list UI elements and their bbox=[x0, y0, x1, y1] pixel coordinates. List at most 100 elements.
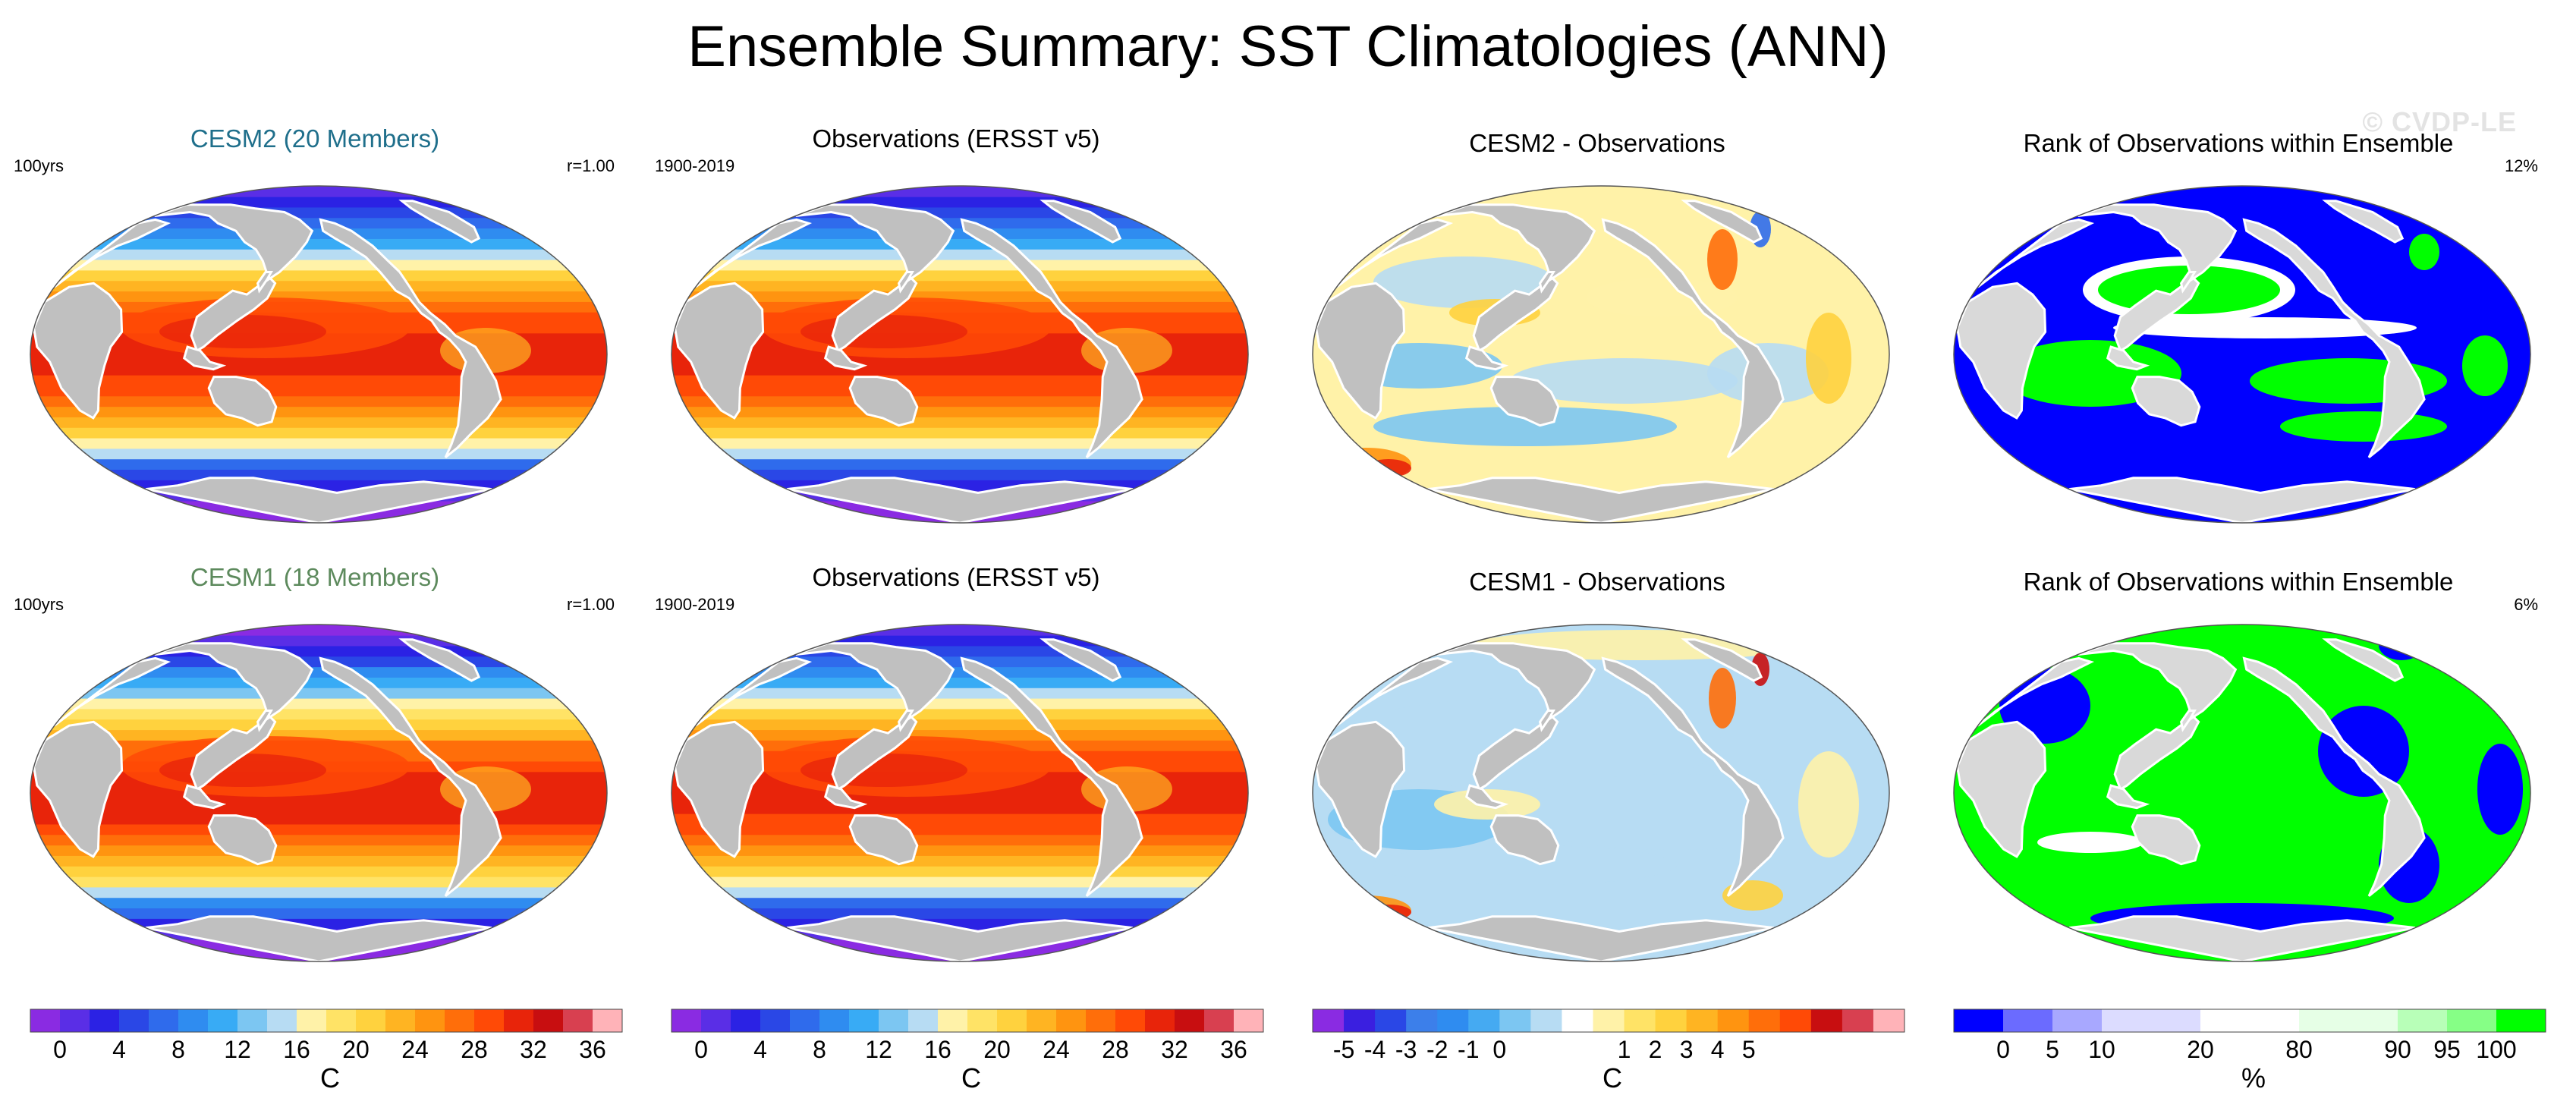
warm-pool-core bbox=[159, 315, 326, 348]
sst-band bbox=[672, 698, 1248, 710]
percent-label: 12% bbox=[2504, 156, 2538, 175]
colorbar-swatch bbox=[1115, 1009, 1146, 1032]
pattern-correlation-label: r=1.00 bbox=[567, 595, 615, 614]
figure-title: Ensemble Summary: SST Climatologies (ANN… bbox=[687, 14, 1889, 79]
colorbar-swatch bbox=[1954, 1009, 2004, 1032]
sst-band bbox=[30, 719, 607, 732]
map-cesm1-sst bbox=[15, 624, 622, 971]
colorbar-swatch bbox=[879, 1009, 909, 1032]
sst-band bbox=[30, 238, 607, 250]
colorbar-swatch bbox=[30, 1009, 61, 1032]
colorbar-swatch bbox=[1175, 1009, 1205, 1032]
sst-band bbox=[672, 427, 1248, 439]
sst-band bbox=[30, 270, 607, 282]
colorbar-swatch bbox=[1748, 1009, 1781, 1032]
sst-band bbox=[30, 228, 607, 240]
colorbar-swatch bbox=[385, 1009, 416, 1032]
colorbar-swatch bbox=[1562, 1009, 1593, 1032]
colorbar-frame bbox=[30, 1009, 623, 1033]
land-eurasia_w bbox=[53, 656, 171, 727]
colorbar-swatch bbox=[1056, 1009, 1087, 1032]
colorbar-tick-label: 8 bbox=[171, 1036, 185, 1061]
colorbar-swatch bbox=[1842, 1009, 1874, 1032]
land-eurasia_w bbox=[1977, 218, 2095, 288]
sst-band bbox=[672, 417, 1248, 429]
colorbar-swatch bbox=[2200, 1009, 2250, 1032]
land-greenland bbox=[2322, 638, 2405, 682]
sst-band bbox=[672, 207, 1248, 219]
sst-band bbox=[672, 218, 1248, 230]
land-antarctica bbox=[145, 477, 492, 523]
sst-band bbox=[672, 730, 1248, 741]
colorbar-swatch bbox=[760, 1009, 791, 1032]
colorbar-swatch bbox=[504, 1009, 534, 1032]
colorbar-swatch bbox=[2003, 1009, 2053, 1032]
colorbar-swatch bbox=[2052, 1009, 2103, 1032]
colorbar-swatch bbox=[593, 1009, 623, 1032]
colorbar-tick-label: 0 bbox=[1996, 1036, 2010, 1061]
panel-title: Observations (ERSST v5) bbox=[812, 563, 1100, 591]
colorbar-swatch bbox=[2348, 1009, 2398, 1032]
colorbar-swatch bbox=[1593, 1009, 1625, 1032]
colorbar-tick-label: 36 bbox=[1220, 1036, 1247, 1061]
colorbar-swatch bbox=[908, 1009, 939, 1032]
colorbar-swatch bbox=[356, 1009, 386, 1032]
sst-band bbox=[30, 281, 607, 293]
sst-band bbox=[672, 281, 1248, 293]
sst-band bbox=[30, 375, 607, 387]
land-indonesia bbox=[182, 784, 227, 810]
land-eurasia_w bbox=[1335, 218, 1454, 288]
colorbar-tick-label: 4 bbox=[1711, 1036, 1725, 1061]
colorbar-swatch bbox=[1717, 1009, 1750, 1032]
colorbar-swatch bbox=[1499, 1009, 1531, 1032]
colorbar-swatch bbox=[849, 1009, 879, 1032]
land-japan bbox=[1538, 710, 1555, 732]
sst-band bbox=[30, 656, 607, 669]
colorbar-unit: % bbox=[2241, 1062, 2266, 1094]
sst-band bbox=[30, 803, 607, 815]
colorbar-swatch bbox=[1313, 1009, 1345, 1032]
sst-band bbox=[30, 688, 607, 700]
colorbar-tick-label: 12 bbox=[865, 1036, 892, 1061]
sst-band bbox=[30, 197, 607, 209]
colorbar-tick-label: -2 bbox=[1426, 1036, 1448, 1061]
sst-band bbox=[672, 270, 1248, 282]
colorbar-swatch bbox=[297, 1009, 327, 1032]
colorbar-swatch bbox=[1406, 1009, 1438, 1032]
sst-band bbox=[672, 260, 1248, 272]
colorbar-tick-label: 16 bbox=[924, 1036, 951, 1061]
diff-anomaly bbox=[1707, 229, 1738, 290]
sst-band bbox=[672, 522, 1248, 523]
colorbar-swatch bbox=[1204, 1009, 1235, 1032]
colorbar-tick-label: 95 bbox=[2433, 1036, 2461, 1061]
colorbar-tick-label: 5 bbox=[1742, 1036, 1756, 1061]
land-australia bbox=[2131, 814, 2201, 866]
rank-region bbox=[2280, 411, 2447, 442]
sst-band bbox=[30, 448, 607, 461]
sst-band bbox=[672, 249, 1248, 261]
rank-region bbox=[2379, 630, 2424, 660]
colorbar-tick-label: 10 bbox=[2088, 1036, 2115, 1061]
globe-outline bbox=[30, 185, 608, 524]
sst-band bbox=[30, 385, 607, 398]
colorbar-tick-label: 28 bbox=[1102, 1036, 1129, 1061]
land-americas bbox=[319, 218, 502, 458]
panel-cesm2-rank: Rank of Observations within Ensemble 12% bbox=[1923, 106, 2553, 546]
colorbar-tick-label: 0 bbox=[694, 1036, 708, 1061]
sst-band bbox=[672, 835, 1248, 847]
sst-band bbox=[672, 197, 1248, 209]
land-americas bbox=[2242, 218, 2426, 458]
sst-band bbox=[30, 855, 607, 867]
map-cesm1-difference bbox=[1312, 624, 1890, 962]
colorbar-swatch bbox=[2398, 1009, 2448, 1032]
sst-band bbox=[15, 961, 622, 971]
land-antarctica bbox=[786, 915, 1134, 961]
colorbar-tick-label: 20 bbox=[983, 1036, 1011, 1061]
sst-band bbox=[30, 260, 607, 272]
diff-anomaly bbox=[1510, 358, 1738, 404]
colorbar-tick-label: 2 bbox=[1649, 1036, 1662, 1061]
land-japan bbox=[256, 710, 273, 732]
sst-band bbox=[672, 396, 1248, 408]
colorbar-swatch bbox=[1655, 1009, 1687, 1032]
colorbar-tick-label: 24 bbox=[1043, 1036, 1070, 1061]
